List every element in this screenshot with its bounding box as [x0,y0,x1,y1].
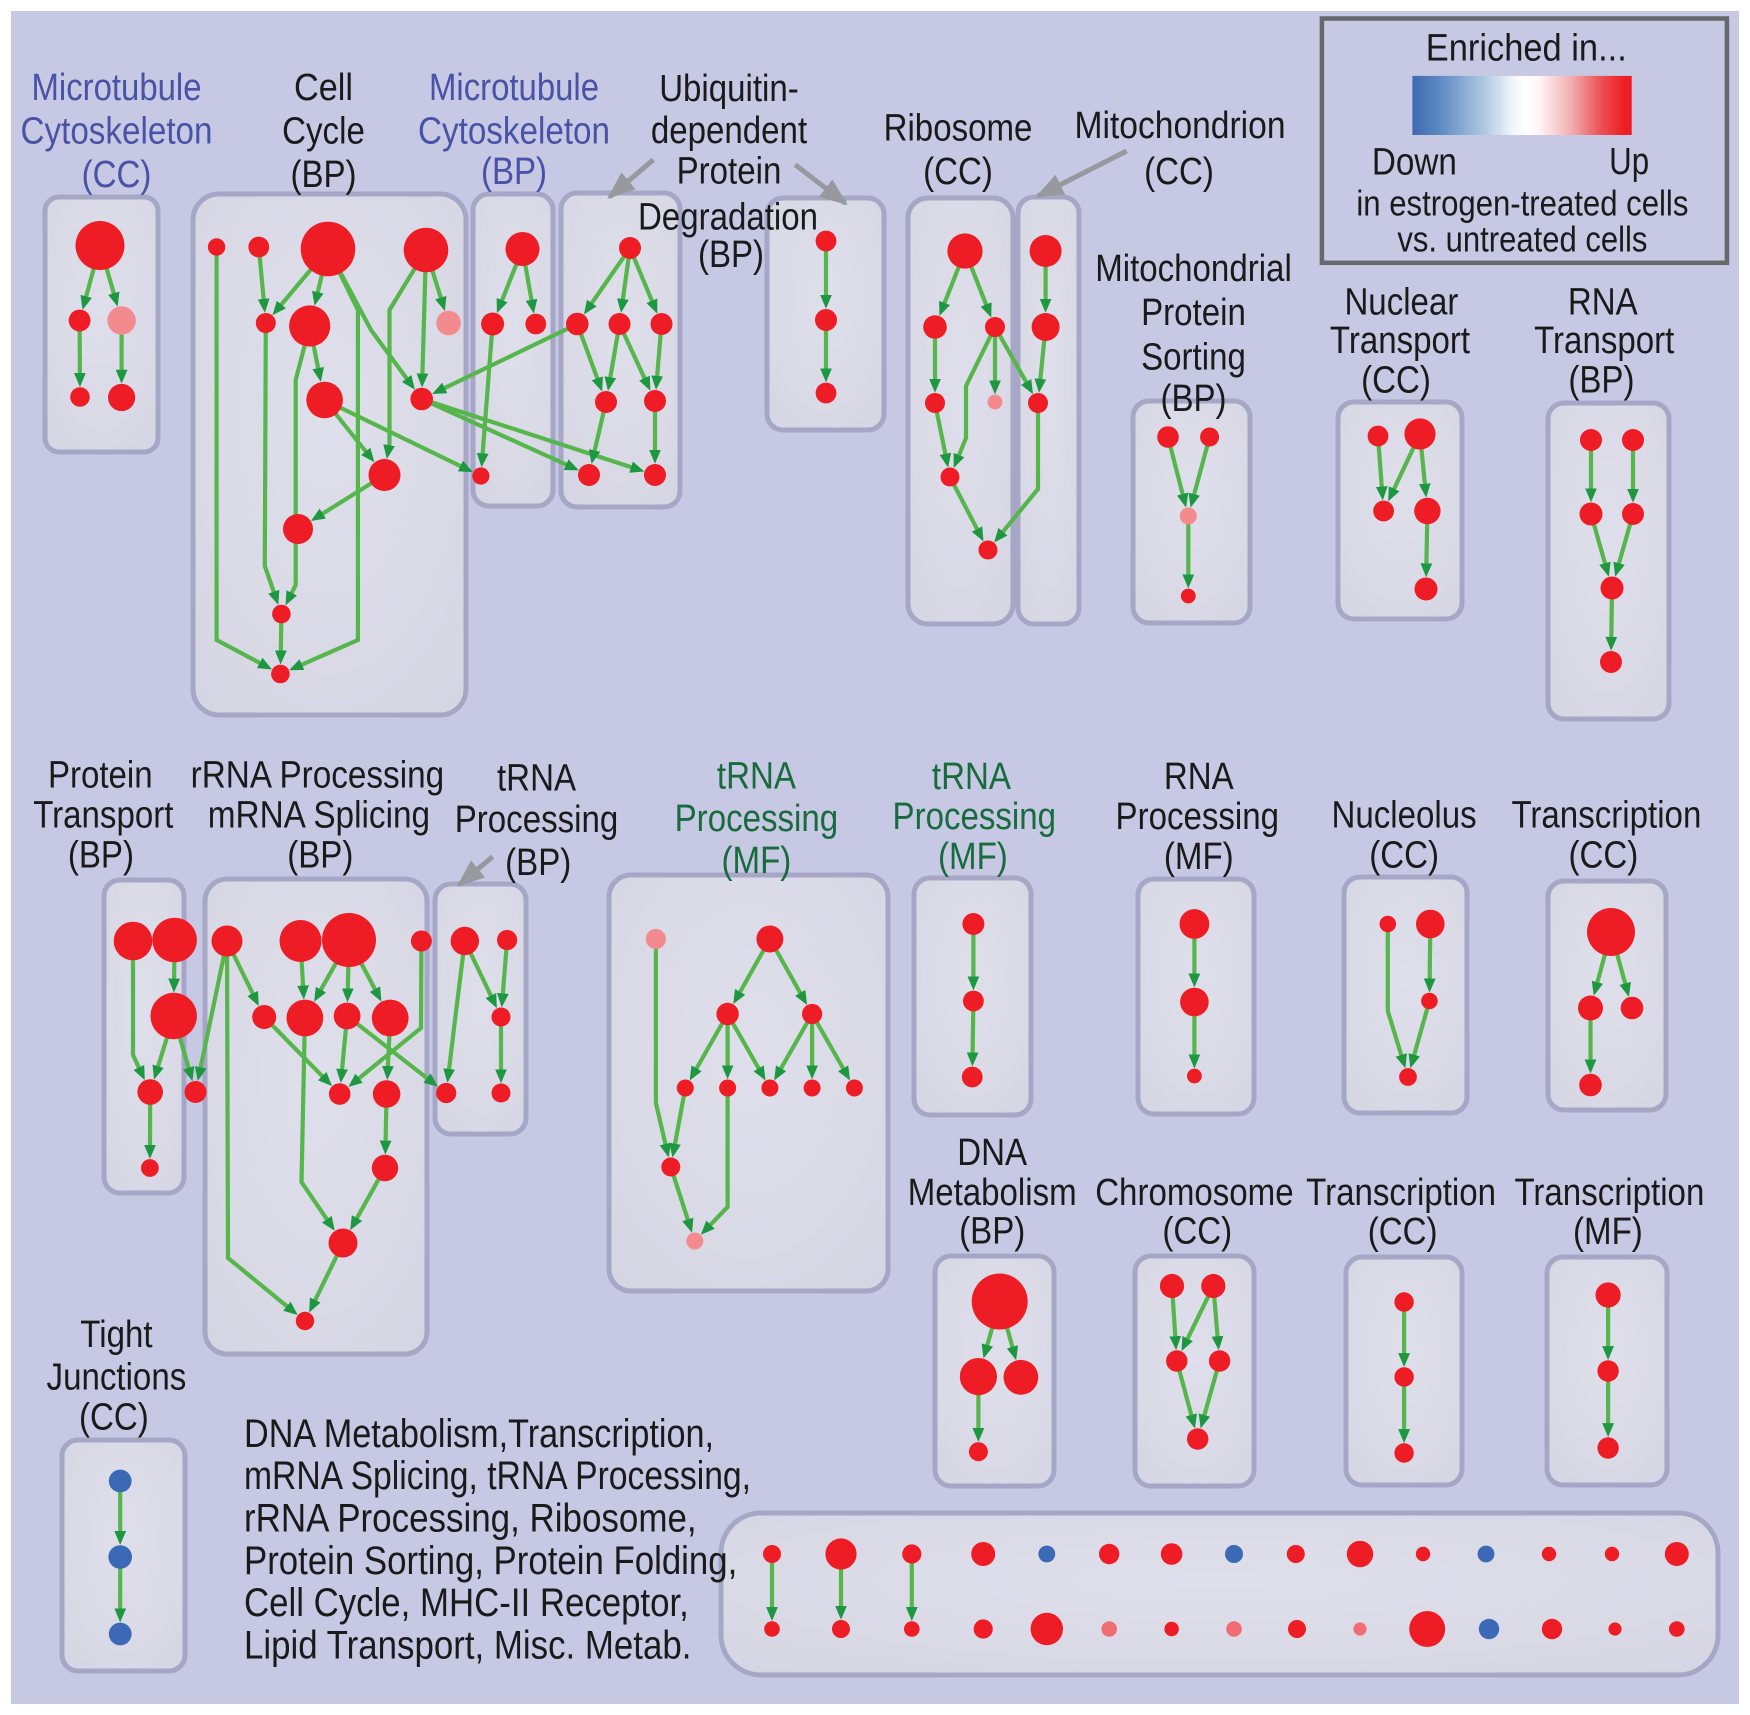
svg-text:(MF): (MF) [938,836,1008,878]
svg-text:Ubiquitin-: Ubiquitin- [659,68,799,110]
svg-text:Junctions: Junctions [47,1357,187,1399]
svg-text:Cell Cycle, MHC-II Receptor,: Cell Cycle, MHC-II Receptor, [244,1581,689,1625]
svg-text:(CC): (CC) [1162,1211,1232,1253]
svg-text:(CC): (CC) [923,151,993,193]
svg-text:DNA Metabolism,Transcription,: DNA Metabolism,Transcription, [244,1412,714,1456]
svg-text:(CC): (CC) [79,1396,149,1438]
svg-text:(MF): (MF) [1573,1211,1643,1253]
svg-text:Tight: Tight [80,1314,153,1356]
svg-text:RNA: RNA [1568,282,1638,324]
svg-text:tRNA: tRNA [717,756,797,798]
svg-text:Degradation: Degradation [638,197,818,239]
svg-text:Cytoskeleton: Cytoskeleton [21,110,213,152]
svg-text:(MF): (MF) [1164,836,1234,878]
svg-text:Protein Sorting, Protein Foldi: Protein Sorting, Protein Folding, [244,1539,737,1583]
svg-text:Protein: Protein [677,151,782,193]
svg-text:Transcription: Transcription [1511,795,1701,837]
svg-text:RNA: RNA [1164,756,1234,798]
svg-text:Protein: Protein [1141,292,1246,334]
svg-text:(CC): (CC) [1569,835,1639,877]
svg-text:(BP): (BP) [959,1211,1025,1253]
svg-text:(CC): (CC) [1144,151,1214,193]
svg-text:(BP): (BP) [698,234,764,276]
svg-text:mRNA Splicing: mRNA Splicing [208,794,430,836]
svg-text:Nuclear: Nuclear [1344,282,1458,324]
svg-text:DNA: DNA [957,1132,1027,1174]
svg-text:in estrogen-treated cells: in estrogen-treated cells [1356,183,1688,224]
svg-text:Processing: Processing [455,799,619,841]
svg-text:Transport: Transport [1330,320,1471,362]
svg-text:(BP): (BP) [1160,378,1226,420]
svg-text:Protein: Protein [48,754,153,796]
svg-text:Chromosome: Chromosome [1095,1172,1293,1214]
svg-text:Nucleolus: Nucleolus [1332,795,1477,837]
svg-text:Sorting: Sorting [1141,337,1246,379]
svg-text:tRNA: tRNA [497,757,577,799]
svg-text:Microtubule: Microtubule [32,67,202,109]
svg-text:rRNA Processing, Ribosome,: rRNA Processing, Ribosome, [244,1497,697,1541]
svg-text:Mitochondrion: Mitochondrion [1075,105,1286,147]
svg-text:Ribosome: Ribosome [884,107,1033,149]
svg-text:(CC): (CC) [1369,835,1439,877]
svg-text:Enriched in...: Enriched in... [1426,28,1627,70]
svg-text:Up: Up [1609,141,1649,183]
svg-text:Cycle: Cycle [282,110,365,152]
svg-text:mRNA Splicing, tRNA Processing: mRNA Splicing, tRNA Processing, [244,1454,751,1498]
svg-text:(BP): (BP) [1568,360,1634,402]
svg-text:(BP): (BP) [68,835,134,877]
svg-text:Mitochondrial: Mitochondrial [1095,248,1292,290]
svg-text:(CC): (CC) [1361,360,1431,402]
svg-text:dependent: dependent [651,110,808,152]
svg-text:(CC): (CC) [1368,1211,1438,1253]
svg-text:(MF): (MF) [722,840,792,882]
svg-text:Transcription: Transcription [1514,1172,1704,1214]
svg-text:Microtubule: Microtubule [429,67,599,109]
svg-text:rRNA Processing: rRNA Processing [191,754,445,796]
svg-text:Transport: Transport [33,794,174,836]
svg-text:(BP): (BP) [481,151,547,193]
svg-text:vs. untreated cells: vs. untreated cells [1397,219,1647,260]
svg-text:Transport: Transport [1534,320,1675,362]
svg-text:(BP): (BP) [290,154,356,196]
svg-text:Metabolism: Metabolism [908,1172,1077,1214]
svg-text:Processing: Processing [675,798,839,840]
svg-text:Cytoskeleton: Cytoskeleton [418,110,610,152]
svg-text:(CC): (CC) [82,154,152,196]
svg-text:Cell: Cell [294,67,353,109]
svg-text:Processing: Processing [893,796,1057,838]
svg-text:(BP): (BP) [505,842,571,884]
svg-text:Transcription: Transcription [1306,1172,1496,1214]
svg-text:Down: Down [1372,142,1457,184]
svg-text:tRNA: tRNA [932,756,1012,798]
svg-text:(BP): (BP) [287,835,353,877]
svg-text:Lipid Transport, Misc. Metab.: Lipid Transport, Misc. Metab. [244,1623,691,1667]
svg-text:Processing: Processing [1116,796,1280,838]
